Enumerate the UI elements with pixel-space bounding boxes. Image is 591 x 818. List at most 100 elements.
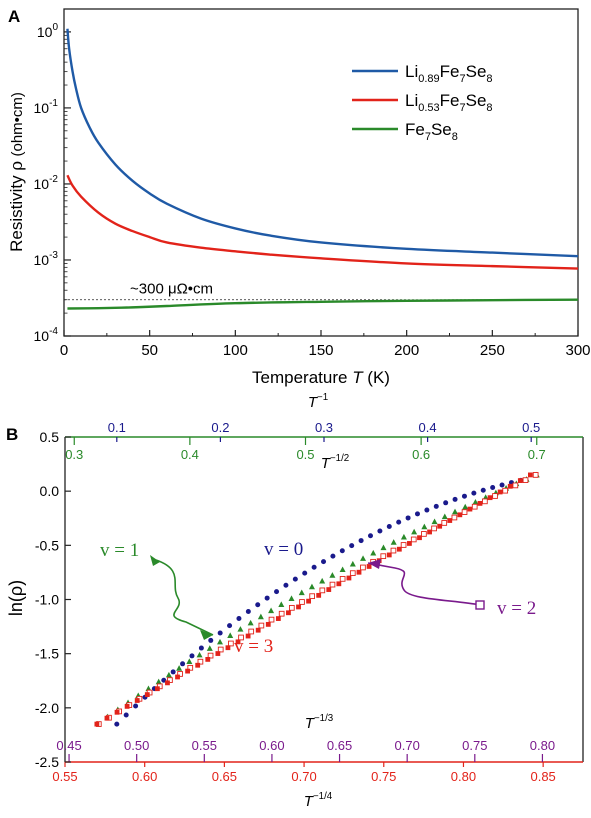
point-v1: [360, 555, 367, 561]
point-v3: [144, 692, 150, 697]
point-v3: [407, 541, 412, 546]
point-v2: [532, 472, 539, 478]
point-v2: [380, 553, 387, 560]
point-v0: [264, 595, 270, 601]
point-v2: [288, 604, 295, 611]
tick-label-v3: 0.85: [530, 769, 555, 784]
tick-label-v0: 0.3: [315, 420, 333, 435]
tick-label-v3: 0.80: [451, 769, 476, 784]
y-tick-label: 10-3: [34, 250, 59, 268]
y-tick-label: -2.0: [35, 700, 59, 716]
point-v1: [268, 607, 275, 614]
point-v2: [187, 664, 194, 671]
y-tick-label: 10-2: [34, 174, 59, 192]
point-v0: [283, 582, 289, 588]
point-v0: [490, 485, 496, 491]
tick-label-v3: 0.70: [291, 769, 316, 784]
point-v3: [265, 621, 271, 627]
point-v2: [258, 622, 265, 629]
point-v3: [386, 552, 392, 558]
point-v1: [462, 503, 469, 510]
point-v0: [452, 496, 458, 502]
point-v2: [268, 616, 275, 623]
tick-label-v0: 0.2: [211, 420, 229, 435]
v1-arrow: [155, 559, 214, 636]
x-tick-label: 0: [60, 342, 68, 359]
point-v3: [507, 483, 513, 489]
point-v3: [215, 651, 221, 656]
y-tick-label: -1.0: [35, 592, 59, 608]
point-v3: [447, 518, 453, 523]
point-v2: [329, 581, 336, 588]
tick-label-v1: 0.5: [296, 447, 314, 462]
tick-label-v1: 0.4: [181, 447, 199, 462]
panel-b-letter: B: [6, 425, 18, 444]
point-v1: [196, 651, 203, 658]
panel-b-x-axes: 0.1 0.2 0.3 0.4 0.5 T−1 0.3 0.4 0.5 0.6 0.7 T−1/2 0.…: [52, 392, 555, 810]
point-v3: [346, 575, 352, 581]
axis-title-v3: T−1/4: [304, 791, 333, 810]
point-v3: [275, 616, 281, 621]
annotation-v3: v = 3: [234, 636, 273, 657]
x-tick-label: 150: [308, 342, 333, 359]
point-v3: [417, 535, 422, 541]
panel-b: B 0.1 0.2 0.3 0.4 0.5 T−1 0.3 0.4 0.5 0.6 0.7 T−1/2…: [6, 392, 584, 810]
point-v2: [309, 593, 316, 600]
point-v1: [370, 549, 377, 556]
point-v0: [180, 661, 186, 667]
point-v3: [296, 604, 301, 610]
y-tick-label: 100: [37, 22, 59, 40]
tick-label-v2: 0.70: [395, 738, 420, 753]
point-v2: [441, 520, 448, 526]
point-v2: [339, 576, 346, 582]
x-tick-label: 100: [223, 342, 248, 359]
point-v3: [225, 645, 231, 651]
panel-a-series: [66, 28, 579, 310]
point-v1: [206, 645, 213, 651]
point-v3: [306, 598, 311, 604]
point-v3: [154, 686, 160, 692]
point-v2: [410, 536, 417, 543]
point-v3: [175, 674, 180, 680]
point-v1: [319, 577, 326, 584]
axis-title-v2: T−1/3: [305, 713, 333, 732]
point-v3: [497, 489, 503, 495]
tick-label-v3: 0.55: [52, 769, 77, 784]
x-tick-label: 200: [394, 342, 419, 359]
point-v0: [396, 519, 402, 525]
point-v3: [195, 662, 201, 668]
tick-label-v1: 0.6: [412, 447, 430, 462]
tick-label-v3: 0.65: [212, 769, 237, 784]
tick-label-v1: 0.3: [65, 447, 83, 462]
y-tick-label: 10-1: [34, 98, 59, 116]
point-v3: [245, 633, 251, 639]
point-v2: [207, 652, 214, 659]
y-tick-label: 0.5: [40, 429, 60, 445]
panel-b-arrows: [150, 555, 485, 640]
point-v3: [316, 592, 322, 598]
legend-label: Fe7​Se8​: [405, 120, 458, 143]
point-v2: [349, 570, 356, 577]
tick-label-v2: 0.65: [327, 738, 352, 753]
point-v2: [248, 628, 255, 635]
point-v1: [176, 665, 183, 671]
point-v0: [330, 553, 336, 559]
point-v3: [427, 529, 432, 535]
point-v2: [319, 587, 326, 594]
x-tick-label: 250: [480, 342, 505, 359]
series-line-2: [67, 298, 579, 310]
point-v0: [292, 576, 298, 582]
point-v0: [133, 703, 139, 709]
panel-b-y-ticks: -2.5 -2.0 -1.5 -1.0 -0.5 0.0 0.5: [35, 429, 71, 770]
series-line-1: [66, 174, 579, 270]
tick-label-v0: 0.1: [108, 420, 126, 435]
point-v0: [208, 637, 214, 643]
x-tick-label: 300: [565, 342, 590, 359]
point-v0: [227, 623, 233, 629]
point-v3: [205, 656, 211, 662]
panel-a-x-ticks: 0 50 100 150 200 250 300: [60, 330, 591, 359]
point-v1: [278, 601, 285, 608]
tick-label-v3: 0.60: [132, 769, 157, 784]
point-v0: [461, 493, 467, 499]
